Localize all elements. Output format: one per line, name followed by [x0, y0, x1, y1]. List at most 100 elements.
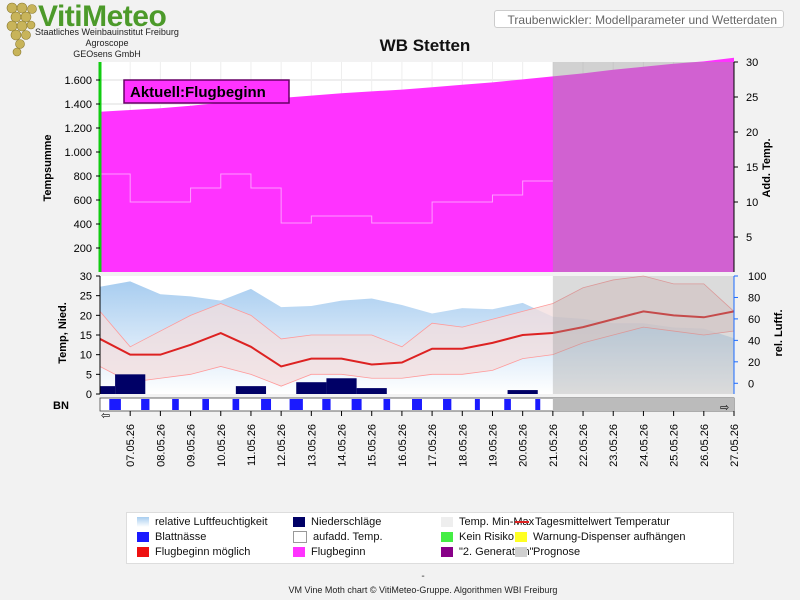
x-tick-label: 08.05.26: [155, 424, 167, 467]
legend-label: Flugbeginn möglich: [155, 546, 251, 558]
rain-bar: [356, 388, 387, 394]
top-forecast-shade: [552, 62, 734, 272]
rain-bar: [507, 390, 538, 394]
rain-bar: [296, 382, 327, 394]
bn-forecast-shade: [552, 398, 734, 411]
mid-ytick-label: 30: [80, 271, 92, 283]
mid-y2tick-label: 100: [748, 271, 766, 283]
top-y2tick-label: 30: [746, 57, 758, 69]
mid-ylabel: Temp, Nied.: [57, 302, 69, 364]
mid-y2tick-label: 0: [748, 378, 754, 390]
logo-line-3: GEOsens GmbH: [73, 49, 141, 59]
logo: VitiMeteo Staatliches Weinbauinstitut Fr…: [0, 0, 190, 64]
x-tick-label: 07.05.26: [125, 424, 137, 467]
logo-line-2: Agroscope: [85, 38, 129, 48]
legend-item: Warnung-Dispenser aufhängen: [515, 531, 685, 543]
legend-item: Tagesmittelwert Temperatur: [515, 516, 670, 528]
mid-ytick-label: 10: [80, 350, 92, 362]
top-ytick-label: 200: [74, 243, 92, 255]
bn-bar: [443, 399, 452, 410]
mid-y2label: rel. Luftf.: [773, 309, 785, 356]
mid-ytick-label: 5: [86, 369, 92, 381]
top-y2tick-label: 15: [746, 162, 758, 174]
logo-line-1: Staatliches Weinbauinstitut Freiburg: [35, 27, 179, 37]
bn-bar: [535, 399, 541, 410]
chart-title: WB Stetten: [379, 36, 471, 55]
x-tick-label: 11.05.26: [246, 424, 258, 466]
status-box: [123, 79, 290, 104]
header-subtitle: Traubenwickler: Modellparameter und Wett…: [494, 10, 784, 28]
legend-swatch: [137, 532, 149, 542]
bn-bar: [261, 399, 272, 410]
mid-y-ticks: 0 5 10 15 20 25 30: [80, 271, 100, 401]
mid-ytick-label: 0: [86, 389, 92, 401]
bn-bar: [412, 399, 422, 410]
scroll-left-icon[interactable]: ⇦: [101, 410, 110, 422]
rain-bar: [100, 386, 116, 394]
x-tick-label: 18.05.26: [457, 424, 469, 467]
legend-label: Temp. Min-Max: [459, 516, 535, 528]
rain-bar: [326, 378, 357, 394]
x-tick-label: 17.05.26: [427, 424, 439, 467]
mid-ytick-label: 20: [80, 310, 92, 322]
x-tick-label: 19.05.26: [487, 424, 499, 467]
scroll-right-icon[interactable]: ⇨: [720, 402, 729, 414]
legend-item: Kein Risiko: [441, 531, 514, 543]
legend-item: Prognose: [515, 546, 580, 558]
top-ytick-label: 400: [74, 219, 92, 231]
middle-panel: 0 5 10 15 20 25 30 0 20 40 60 80 100 Temp, Nied. re…: [57, 271, 785, 401]
mid-y2tick-label: 20: [748, 357, 760, 369]
mid-ytick-label: 25: [80, 291, 92, 303]
legend-swatch: [515, 521, 529, 523]
top-ytick-label: 1.200: [64, 123, 92, 135]
rain-bars: [100, 374, 538, 394]
bn-bar: [202, 399, 209, 410]
mean-temp-line: [99, 310, 735, 368]
legend-item: "2. Generation": [441, 546, 533, 558]
bn-bar: [504, 399, 511, 410]
top-y-ticks: 200 400 600 800 1.000 1.200 1.400 1.600: [64, 75, 100, 255]
x-tick-label: 24.05.26: [638, 424, 650, 467]
x-tick-label: 26.05.26: [699, 424, 711, 467]
legend-swatch: [441, 547, 453, 557]
legend-swatch: [293, 531, 307, 543]
bn-bar: [141, 399, 150, 410]
bn-bar: [289, 399, 303, 410]
legend-label: Flugbeginn: [311, 546, 366, 558]
x-tick-label: 23.05.26: [608, 424, 620, 467]
legend-swatch: [441, 532, 453, 542]
legend-label: Tagesmittelwert Temperatur: [535, 516, 670, 528]
legend-item: Flugbeginn möglich: [137, 546, 250, 558]
legend-item: Blattnässe: [137, 531, 206, 543]
top-ytick-label: 1.600: [64, 75, 92, 87]
legend-item: aufadd. Temp.: [293, 531, 383, 543]
x-tick-label: 14.05.26: [337, 424, 349, 467]
x-tick-label: 12.05.26: [276, 424, 288, 467]
bn-bar: [232, 399, 240, 410]
x-tick-label: 09.05.26: [186, 424, 198, 467]
top-y2-ticks: 5 10 15 20 25 30: [734, 57, 758, 244]
footer-separator: -: [421, 571, 425, 582]
top-ytick-label: 600: [74, 195, 92, 207]
legend-label: Kein Risiko: [459, 531, 515, 543]
bn-bar: [109, 399, 121, 410]
legend-item: Flugbeginn: [293, 546, 365, 558]
legend-label: Niederschläge: [311, 516, 382, 528]
x-tick-label: 20.05.26: [518, 424, 530, 467]
footer-credit: VM Vine Moth chart © VitiMeteo-Gruppe. A…: [288, 585, 558, 595]
x-tick-label: 21.05.26: [548, 424, 560, 467]
legend-label: aufadd. Temp.: [313, 531, 383, 543]
legend-swatch: [293, 547, 305, 557]
mid-y2tick-label: 60: [748, 314, 760, 326]
x-tick-label: 10.05.26: [216, 424, 228, 467]
legend-swatch: [441, 517, 453, 527]
legend-label: Warnung-Dispenser aufhängen: [533, 531, 686, 543]
mid-y2tick-label: 40: [748, 335, 760, 347]
tempsum-area: [100, 57, 734, 272]
x-tick-label: 15.05.26: [367, 424, 379, 467]
bn-bar: [322, 399, 331, 410]
status-label: Aktuell:Flugbeginn: [130, 84, 266, 101]
x-tick-label: 16.05.26: [397, 424, 409, 467]
bn-panel: BN ⇦ ⇨: [53, 397, 735, 422]
